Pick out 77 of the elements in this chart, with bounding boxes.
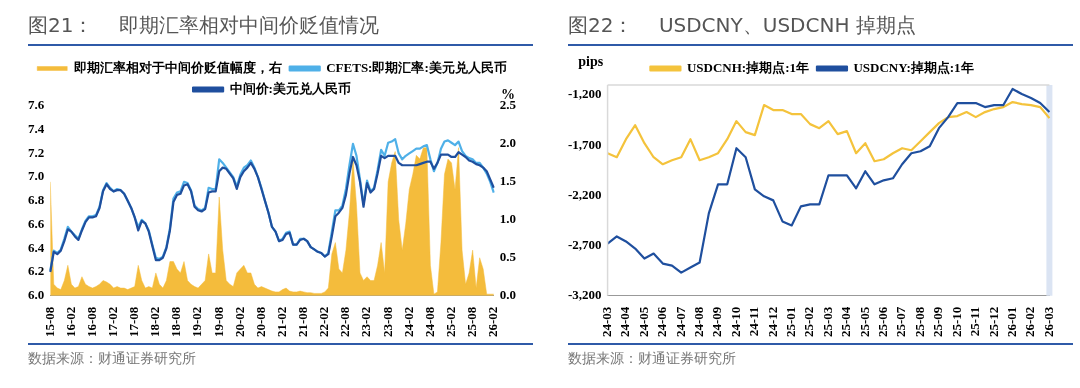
x-tick-label: 25-09 [930,306,946,338]
y2-tick-label: 2.0 [499,135,516,151]
x-tick-label: 22-02 [316,306,332,338]
x-tick-label: 18-02 [147,306,163,338]
x-tick-label: 17-02 [104,306,120,338]
x-tick-label: 24-08 [421,306,437,338]
x-tick-label: 18-08 [168,306,184,338]
x-tick-label: 19-08 [210,306,226,338]
x-tick-label: 23-02 [358,306,374,338]
x-tick-label: 19-02 [189,306,205,338]
x-tick-label: 17-08 [126,306,142,338]
x-tick-label: 15-08 [41,306,57,338]
x-tick-label: 20-02 [231,306,247,338]
y2-axis-title: % [500,86,515,102]
x-tick-label: 24-08 [690,306,706,338]
x-tick-label: 24-04 [617,306,633,338]
x-tick-label: 25-02 [442,306,458,338]
source-note: 数据来源：财通证券研究所 [28,350,196,368]
y-tick-label: 7.4 [28,121,45,137]
y-tick-label: 6.2 [28,263,45,279]
y2-tick-label: 1.0 [499,211,516,227]
y-tick-label: -1,200 [567,86,602,102]
x-tick-label: 26-02 [485,306,501,338]
y-tick-label: 6.4 [28,239,45,255]
y2-tick-label: 0.0 [499,287,516,303]
x-tick-label: 24-03 [598,306,614,338]
y-tick-label: 7.6 [28,97,45,113]
x-tick-label: 25-12 [985,306,1001,338]
y-tick-label: 6.6 [28,215,45,231]
y-tick-label: -3,200 [567,287,602,303]
x-tick-label: 24-11 [746,306,762,337]
x-tick-label: 25-02 [801,306,817,338]
x-tick-label: 21-08 [295,306,311,338]
x-tick-label: 25-01 [783,306,799,338]
x-tick-label: 25-11 [967,306,983,337]
source-note: 数据来源：财通证券研究所 [568,350,736,368]
x-tick-label: 24-05 [635,306,651,338]
x-tick-label: 16-02 [62,306,78,338]
y-tick-label: 7.0 [28,168,45,184]
chart-title: 图21： 即期汇率相对中间价贬值情况 [28,12,379,39]
legend-label: 中间价:美元兑人民币 [229,80,351,96]
y2-tick-label: 0.5 [499,249,517,265]
x-tick-label: 25-03 [819,306,835,338]
y-tick-label: 7.2 [28,144,45,160]
legend-label: CFETS:即期汇率:美元兑人民币 [326,59,507,75]
legend-label: 即期汇率相对于中间价贬值幅度，右 [73,59,282,75]
y-tick-label: -2,200 [567,186,602,202]
x-tick-label: 20-08 [252,306,268,338]
y-tick-label: -1,700 [567,136,602,152]
x-tick-label: 25-08 [911,306,927,338]
x-tick-label: 24-10 [727,306,743,338]
x-tick-label: 25-07 [893,306,909,338]
y-tick-label: 6.0 [28,287,45,303]
y-axis-title: pips [578,53,604,69]
x-tick-label: 26-03 [1040,306,1056,338]
legend-label: USDCNH:掉期点:1年 [686,59,809,75]
x-tick-label: 25-06 [875,306,891,338]
x-tick-label: 25-08 [463,306,479,338]
x-tick-label: 22-08 [337,306,353,338]
x-tick-label: 24-12 [764,306,780,338]
x-tick-label: 26-01 [1003,306,1019,338]
chart-title: 图22： USDCNY、USDCNH 掉期点 [568,12,916,39]
y-tick-label: 6.8 [28,192,45,208]
x-tick-label: 24-06 [654,306,670,338]
x-tick-label: 24-02 [400,306,416,338]
x-tick-label: 25-05 [856,306,872,338]
x-tick-label: 24-09 [709,306,725,338]
x-tick-label: 16-08 [83,306,99,338]
x-tick-label: 23-08 [379,306,395,338]
legend-label: USDCNY:掉期点:1年 [853,59,974,75]
y2-tick-label: 1.5 [499,173,517,189]
x-tick-label: 21-02 [273,306,289,338]
x-tick-label: 25-10 [948,306,964,338]
y-tick-label: -2,700 [567,236,602,252]
x-tick-label: 25-04 [838,306,854,338]
x-tick-label: 24-07 [672,306,688,338]
x-tick-label: 26-02 [1022,306,1038,338]
